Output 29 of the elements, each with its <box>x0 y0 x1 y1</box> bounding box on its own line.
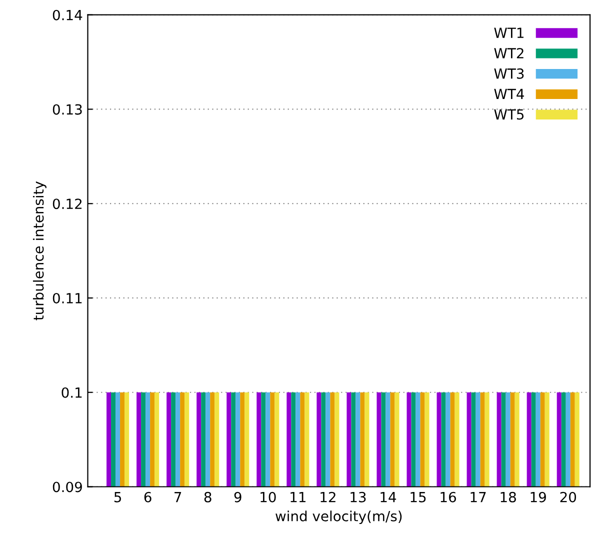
x-axis-title: wind velocity(m/s) <box>276 510 402 524</box>
x-tick-label: 8 <box>204 492 212 502</box>
x-tick-label: 15 <box>410 492 426 502</box>
x-tick-label: 5 <box>114 492 121 502</box>
legend-label: WT2 <box>494 48 524 58</box>
x-tick-label: 19 <box>530 492 546 502</box>
x-tick-label: 9 <box>234 492 242 502</box>
legend-label: WT1 <box>494 28 524 38</box>
x-tick-label: 6 <box>144 492 152 502</box>
legend-label: WT3 <box>494 68 524 79</box>
y-tick-label: 0.12 <box>52 198 82 210</box>
x-tick-label: 10 <box>260 492 276 502</box>
x-tick-label: 18 <box>500 492 516 502</box>
x-tick-label: 16 <box>440 492 456 502</box>
legend-label: WT4 <box>494 88 524 100</box>
y-tick-label: 0.14 <box>52 10 82 20</box>
x-tick-label: 13 <box>350 492 366 502</box>
x-tick-label: 20 <box>560 492 576 502</box>
y-tick-label: 0.13 <box>52 104 82 115</box>
x-tick-label: 14 <box>380 492 396 502</box>
y-tick-label: 0.1 <box>62 387 82 398</box>
x-tick-label: 12 <box>320 492 336 502</box>
y-tick-label: 0.09 <box>52 482 82 492</box>
x-tick-label: 11 <box>290 492 306 502</box>
y-axis-title: turbulence intensity <box>32 181 46 320</box>
legend-label: WT5 <box>494 109 524 120</box>
y-tick-label: 0.11 <box>52 292 82 304</box>
x-tick-label: 7 <box>174 492 182 502</box>
x-tick-label: 17 <box>470 492 486 502</box>
